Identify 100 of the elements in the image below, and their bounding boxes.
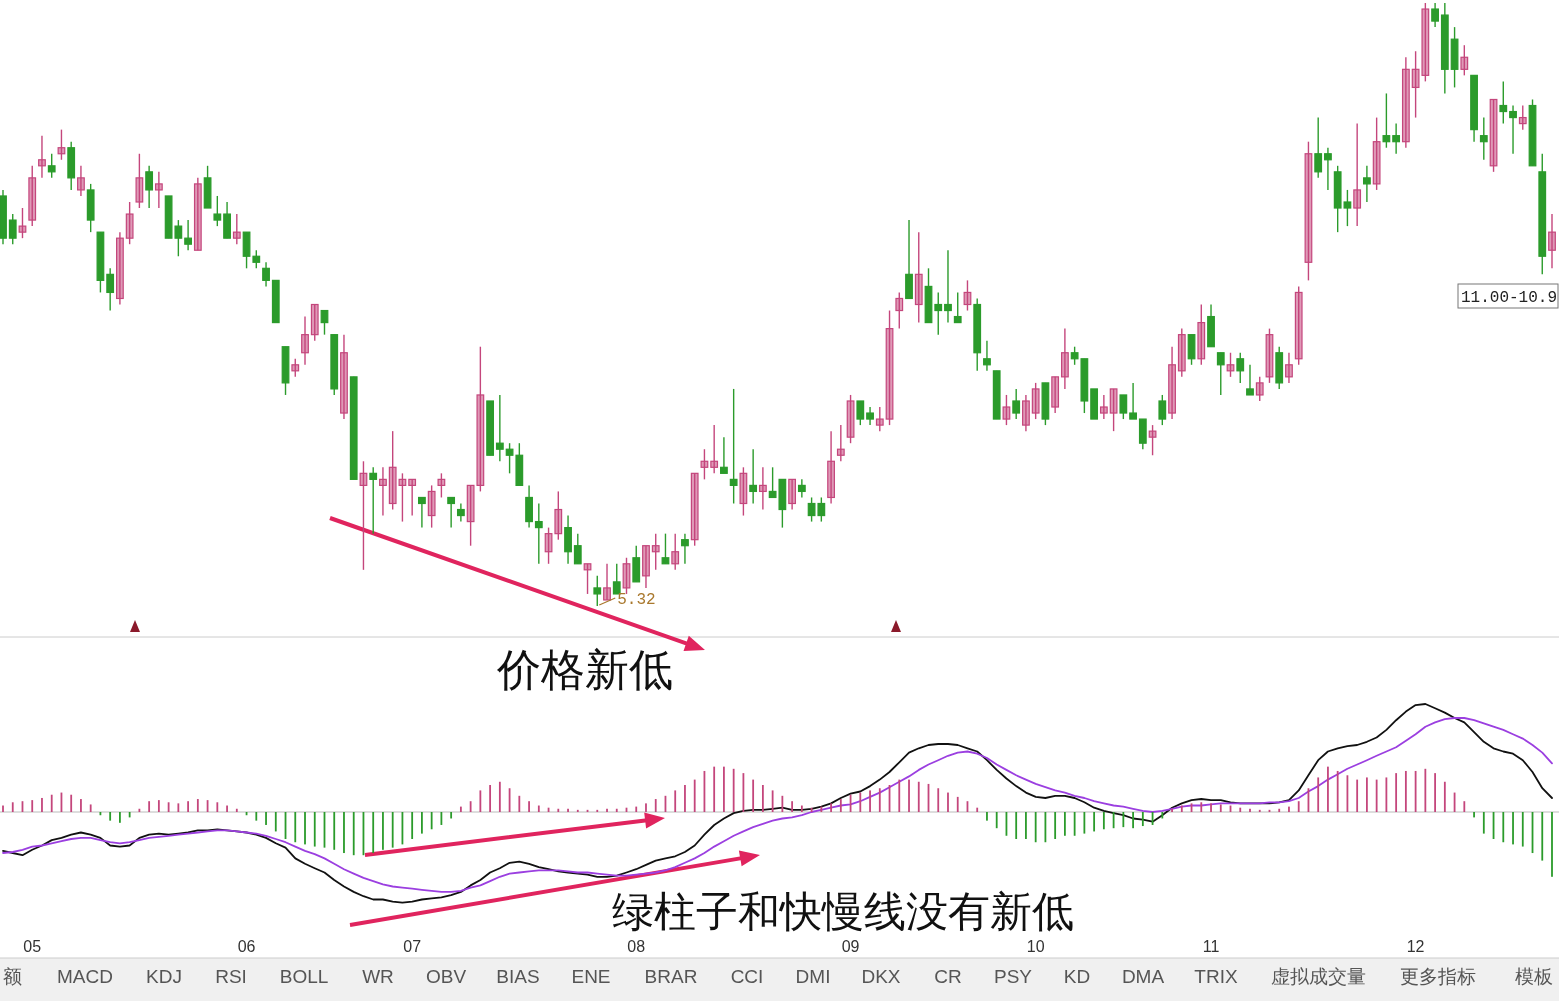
- candlestick: [1479, 116, 1488, 161]
- text: BOLL: [279, 966, 329, 987]
- candlestick: [1499, 80, 1508, 125]
- candlestick: [456, 502, 465, 523]
- candlestick: [671, 532, 680, 571]
- candlestick: [953, 291, 962, 324]
- candlestick: [1509, 104, 1517, 155]
- candlestick: [642, 545, 650, 589]
- candlestick: [291, 358, 300, 378]
- candlestick: [1353, 122, 1362, 227]
- candlestick: [262, 261, 270, 288]
- candlestick: [622, 557, 631, 595]
- candlestick: [612, 563, 621, 595]
- candlestick: [1411, 50, 1420, 119]
- candlestick: [408, 478, 417, 517]
- text: BRAR: [644, 966, 698, 987]
- candlestick: [145, 165, 154, 209]
- candlestick: [983, 339, 991, 372]
- candlestick: [875, 406, 884, 432]
- candlestick: [1177, 327, 1186, 378]
- annotation: 绿柱子和快慢线没有新低: [612, 888, 1074, 935]
- text: DMI: [795, 966, 831, 987]
- candlestick: [495, 394, 504, 462]
- candlestick: [788, 478, 797, 511]
- candlestick: [573, 532, 582, 565]
- candlestick: [1265, 327, 1274, 384]
- candlestick: [18, 207, 27, 239]
- candlestick: [856, 400, 865, 426]
- candlestick: [1109, 388, 1118, 432]
- candlestick: [1236, 352, 1245, 384]
- text: MACD: [57, 966, 113, 987]
- candlestick: [1119, 394, 1128, 420]
- candlestick: [846, 394, 855, 444]
- candlestick: [106, 267, 115, 312]
- candlestick: [8, 213, 17, 245]
- candlestick: [720, 436, 728, 475]
- candlestick: [310, 303, 319, 342]
- text: OBV: [425, 966, 467, 987]
- text: WR: [362, 966, 394, 987]
- candlestick: [340, 333, 348, 420]
- x-tick-label: 06: [237, 938, 256, 955]
- candlestick: [418, 496, 426, 529]
- candlestick: [1216, 352, 1225, 396]
- candlestick: [184, 219, 192, 251]
- candlestick: [1372, 116, 1381, 191]
- candlestick: [749, 448, 758, 505]
- candlestick: [1051, 376, 1060, 414]
- text: 更多指标: [1400, 966, 1476, 987]
- candlestick: [388, 430, 397, 511]
- candlestick: [135, 153, 144, 209]
- candlestick: [885, 309, 894, 426]
- candlestick: [554, 490, 563, 541]
- text: KD: [1063, 966, 1091, 987]
- candlestick: [1518, 104, 1527, 131]
- candlestick: [729, 388, 738, 505]
- candlestick: [544, 526, 553, 565]
- candlestick: [1022, 394, 1030, 432]
- candlestick: [1382, 92, 1391, 149]
- x-tick-label: 11: [1202, 938, 1220, 955]
- text: ENE: [571, 966, 611, 987]
- candlestick: [797, 478, 806, 499]
- x-tick-label: 05: [23, 938, 42, 955]
- candlestick: [866, 406, 874, 426]
- candlestick: [603, 563, 611, 601]
- candlestick: [1421, 2, 1430, 83]
- candlestick: [1158, 394, 1167, 426]
- candlestick: [1304, 140, 1313, 282]
- candlestick: [651, 532, 660, 571]
- candlestick: [1099, 394, 1108, 420]
- candlestick: [1363, 165, 1371, 203]
- candlestick: [1129, 382, 1137, 420]
- candlestick: [1031, 382, 1040, 420]
- candlestick: [710, 424, 719, 475]
- candlestick: [1294, 285, 1303, 366]
- annotation: 5.32: [617, 591, 656, 609]
- text: PSY: [993, 966, 1033, 987]
- candlestick: [739, 466, 748, 517]
- candlestick: [193, 177, 202, 251]
- candlestick: [836, 424, 845, 462]
- candlestick: [77, 165, 85, 197]
- candlestick: [1460, 44, 1469, 77]
- candlestick: [1255, 376, 1264, 402]
- candlestick: [301, 315, 309, 366]
- text: TRIX: [1194, 966, 1238, 987]
- text: CCI: [730, 966, 764, 987]
- x-tick-label: 08: [627, 938, 646, 955]
- candlestick: [1548, 213, 1556, 270]
- text: 模板: [1515, 966, 1553, 987]
- candlestick: [1314, 116, 1323, 179]
- candlestick: [427, 484, 436, 529]
- annotation: 11.00-10.9: [1461, 289, 1558, 307]
- candlestick: [1246, 364, 1254, 396]
- candlestick: [1060, 327, 1069, 390]
- candlestick: [213, 195, 222, 227]
- candlestick: [1392, 122, 1401, 155]
- candlestick: [895, 291, 904, 330]
- candlestick: [934, 291, 943, 336]
- candlestick: [681, 532, 689, 565]
- text: 虚拟成交量: [1270, 966, 1366, 987]
- candlestick: [47, 153, 56, 179]
